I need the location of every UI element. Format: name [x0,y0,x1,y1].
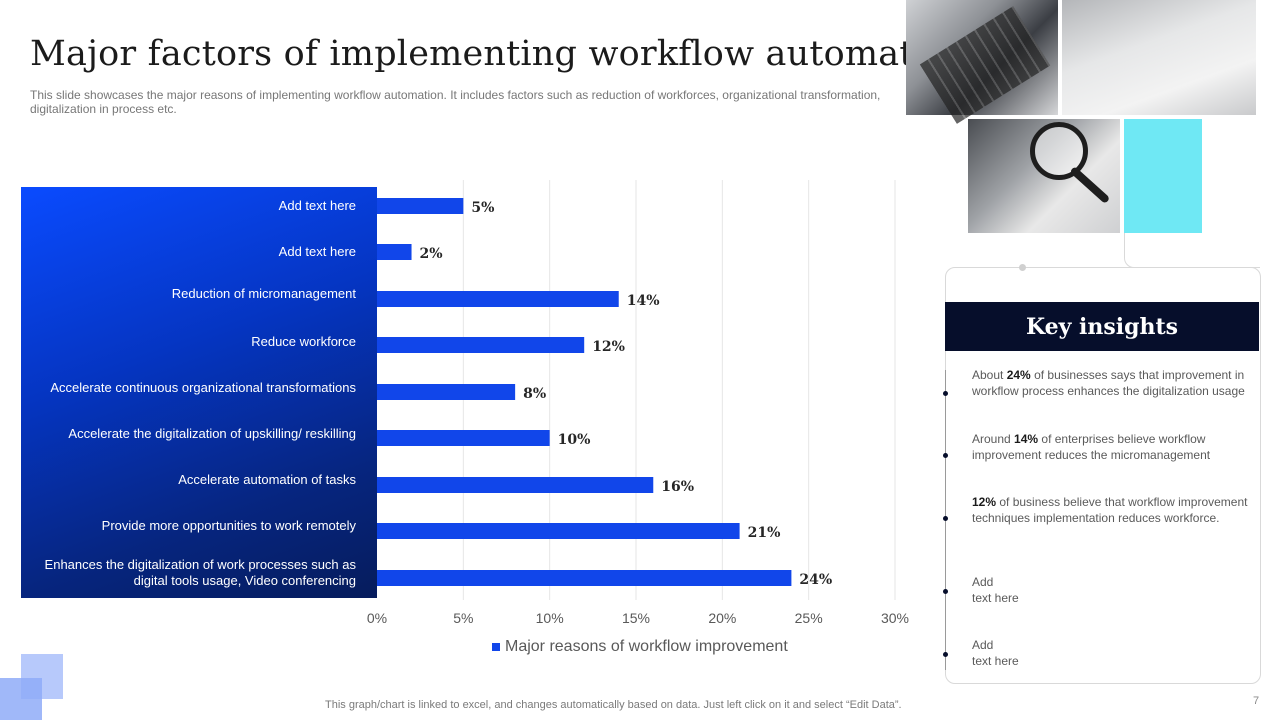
bar [377,337,585,353]
documents-photo [1062,0,1256,115]
insight-item-3: 12% of business believe that workflow im… [972,495,1248,525]
bar [377,523,740,539]
footer-note: This graph/chart is linked to excel, and… [325,699,902,711]
decorative-square [0,678,42,720]
bar-value-label: 8% [523,386,546,402]
bar [377,570,792,586]
insight-bullet [943,516,948,521]
x-tick-label: 25% [795,610,823,626]
insight-bullet [943,391,948,396]
category-label: Reduce workforce [251,334,356,349]
category-label: Accelerate continuous organizational tra… [50,380,356,395]
x-tick-label: 30% [881,610,909,626]
category-label: Add text here [278,198,356,213]
category-label: Enhances the digitalization of work proc… [44,557,356,588]
bar-value-label: 24% [799,572,832,588]
insights-header: Key insights [945,302,1259,351]
category-label: Reduction of micromanagement [171,286,356,301]
category-panel: Add text here Add text here Reduction of m… [21,187,377,598]
card-connector [1124,233,1260,268]
category-label: Accelerate the digitalization of upskill… [68,426,356,441]
chart-legend: Major reasons of workflow improvement [492,638,788,656]
x-tick-label: 15% [622,610,650,626]
bar [377,244,412,260]
connector-dot [1019,264,1026,271]
insight-item-5: Add text here [972,638,1019,668]
category-label: Add text here [278,244,356,259]
insight-item-2: Around 14% of enterprises believe workfl… [972,432,1211,462]
x-tick-label: 5% [453,610,473,626]
bar-value-label: 5% [471,200,494,216]
bar [377,198,464,214]
bar-chart: 0% 5% 10% 15% 20% 25% 30% 5% 2% 14% 12% 8% 10% 16% 21%… [367,180,909,626]
insight-item-1: About 24% of businesses says that improv… [972,368,1245,398]
insight-bullet [943,453,948,458]
slide-subtitle: This slide showcases the major reasons o… [30,88,881,116]
insight-bullet [943,589,948,594]
bar-value-label: 12% [592,339,625,355]
bar [377,291,619,307]
bar-value-label: 2% [420,246,443,262]
accent-block [1124,119,1202,233]
bar [377,384,516,400]
insight-item-4: Add text here [972,575,1019,605]
category-label: Provide more opportunities to work remot… [101,518,356,533]
x-tick-label: 20% [708,610,736,626]
bar-value-label: 21% [748,525,781,541]
legend-swatch [492,643,500,651]
x-tick-label: 0% [367,610,387,626]
bar [377,477,654,493]
insight-bullet [943,652,948,657]
category-label: Accelerate automation of tasks [178,472,356,487]
legend-label: Major reasons of workflow improvement [505,638,788,655]
bar-value-label: 16% [661,479,694,495]
bar-value-label: 14% [627,293,660,309]
page-number: 7 [1253,695,1260,707]
slide-title: Major factors of implementing workflow a… [30,34,970,74]
bar-value-label: 10% [558,432,591,448]
x-tick-label: 10% [536,610,564,626]
bar [377,430,550,446]
